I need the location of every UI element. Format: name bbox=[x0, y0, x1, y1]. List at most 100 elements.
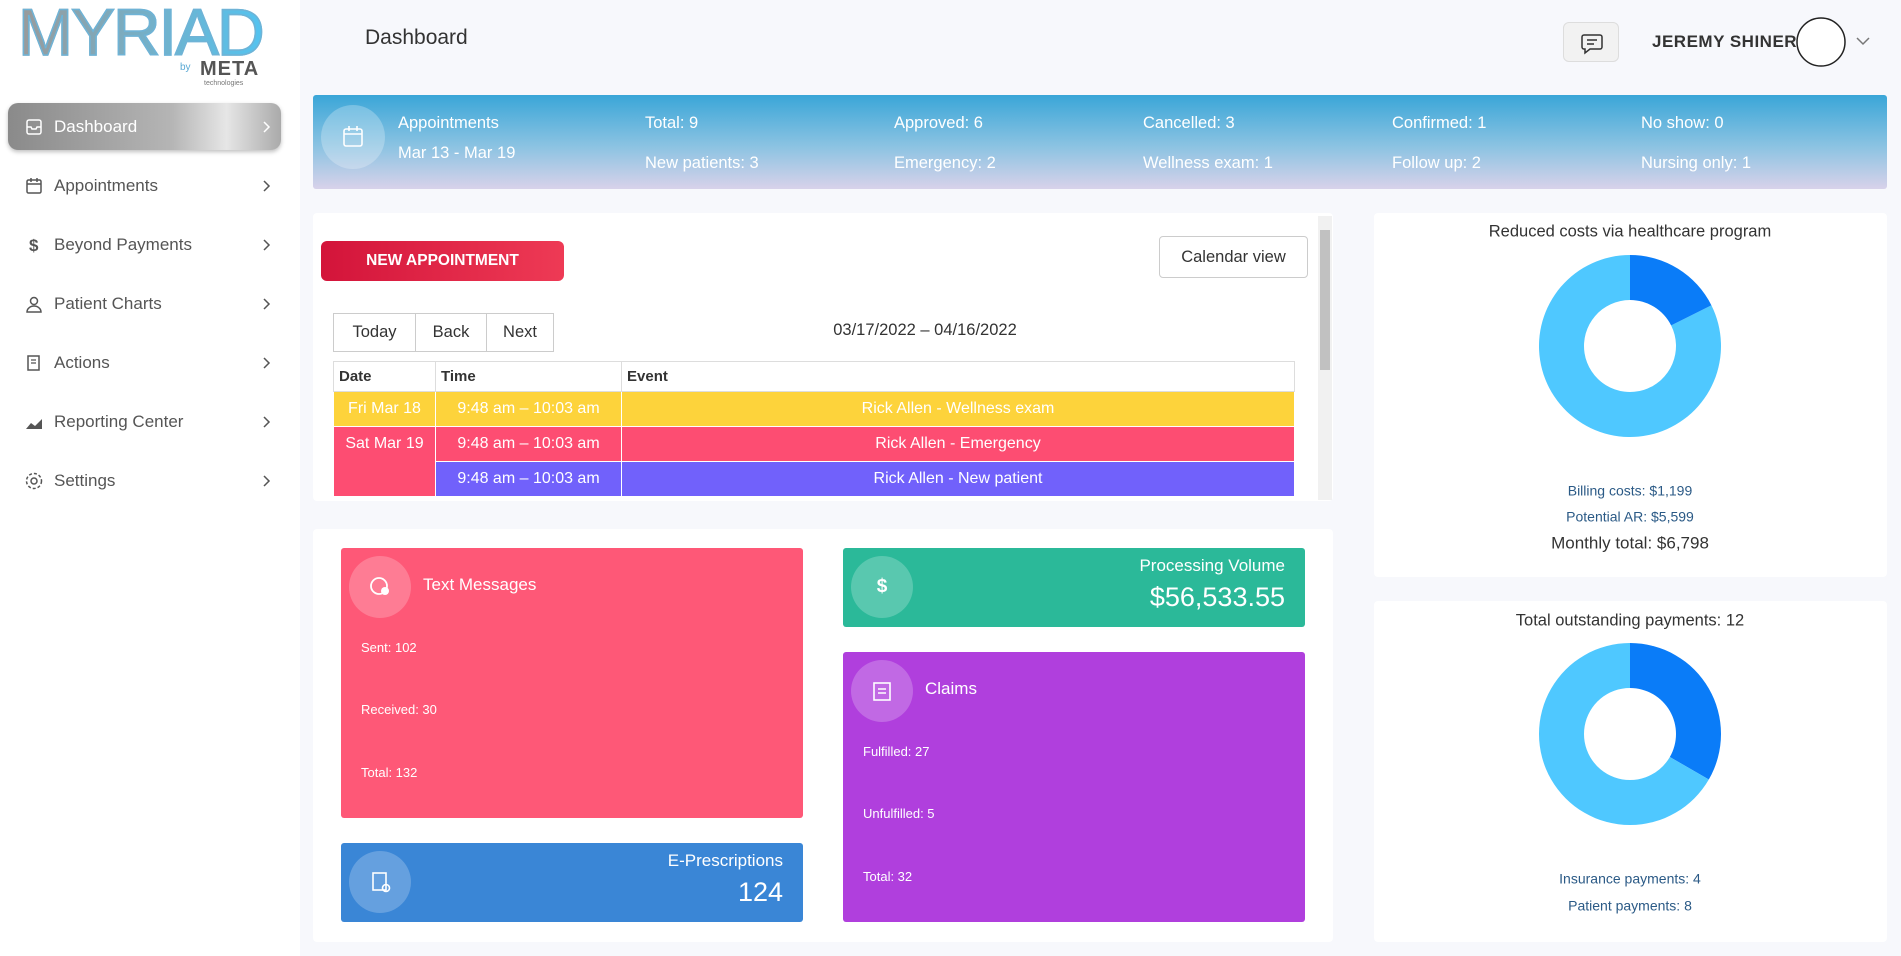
calendar-nav-button[interactable]: Today bbox=[333, 313, 416, 352]
card-title: Processing Volume bbox=[1139, 556, 1285, 575]
processing-volume-card: $ Processing Volume $56,533.55 bbox=[843, 548, 1305, 627]
card-icon bbox=[349, 851, 411, 913]
user-name[interactable]: JEREMY SHINER bbox=[1652, 32, 1798, 51]
card-title: Claims bbox=[925, 679, 977, 698]
nav-icon bbox=[26, 296, 42, 313]
chevron bbox=[263, 121, 271, 133]
text-messages-card: Text Messages Sent: 102 Received: 30 Tot… bbox=[341, 548, 803, 818]
banner-stat: Confirmed: 1 bbox=[1392, 114, 1487, 132]
card-value: 124 bbox=[737, 877, 783, 907]
donut-charts: Reduced costs via healthcare program Bill… bbox=[1489, 222, 1771, 914]
nav-icon bbox=[27, 354, 40, 371]
nav-label: Appointments bbox=[54, 175, 158, 195]
logo-tag: technologies bbox=[204, 80, 244, 87]
card-line: Sent: 102 bbox=[361, 640, 417, 655]
donut-segment bbox=[1539, 643, 1709, 825]
chevron bbox=[263, 180, 271, 192]
banner-range: Mar 13 - Mar 19 bbox=[398, 144, 516, 162]
nav-label: Settings bbox=[54, 470, 116, 490]
banner-stat: Cancelled: 3 bbox=[1143, 114, 1235, 132]
column-header: Time bbox=[435, 361, 622, 392]
card-title: E-Prescriptions bbox=[667, 851, 783, 870]
banner-stat: Emergency: 2 bbox=[894, 154, 996, 172]
new-appointment-button[interactable]: NEW APPOINTMENT bbox=[321, 241, 564, 281]
event-cell[interactable]: Rick Allen - Emergency bbox=[621, 426, 1295, 462]
nav-icon bbox=[26, 177, 42, 194]
event-cell[interactable]: Rick Allen - Wellness exam bbox=[621, 391, 1295, 427]
claims-card: Claims Fulfilled: 27 Unfulfilled: 5 Tota… bbox=[843, 652, 1305, 922]
nav-label: Reporting Center bbox=[54, 411, 184, 431]
event-cell[interactable]: Rick Allen - New patient bbox=[621, 461, 1295, 497]
nav-label: Patient Charts bbox=[54, 293, 162, 313]
chevron bbox=[263, 298, 271, 310]
chevron bbox=[263, 475, 271, 487]
chat-button[interactable] bbox=[1563, 22, 1619, 62]
logo-by: by bbox=[180, 62, 191, 73]
card-line: Received: 30 bbox=[361, 702, 437, 717]
donut-label: Patient payments: 8 bbox=[1568, 898, 1692, 914]
scrollbar[interactable] bbox=[1318, 216, 1332, 500]
date-cell: Sat Mar 19 bbox=[333, 426, 436, 497]
banner-stat: Approved: 6 bbox=[894, 114, 983, 132]
e-prescriptions-card: E-Prescriptions 124 bbox=[341, 843, 803, 922]
nav-item[interactable]: $ Beyond Payments bbox=[8, 221, 281, 268]
nav-label: Dashboard bbox=[54, 116, 138, 136]
agenda-table: Date Time Event Fri Mar 18 9:48 am – 10:03 … bbox=[333, 361, 1295, 497]
chevron bbox=[263, 357, 271, 369]
card-line: Fulfilled: 27 bbox=[863, 744, 930, 759]
nav-icon bbox=[26, 118, 42, 135]
nav-item[interactable]: Appointments bbox=[8, 162, 281, 209]
nav-item[interactable]: Actions bbox=[8, 339, 281, 386]
date-range: 03/17/2022 – 04/16/2022 bbox=[833, 321, 1017, 339]
card-title: Text Messages bbox=[423, 575, 537, 594]
donut-total: Monthly total: $6,798 bbox=[1551, 533, 1709, 552]
calendar-nav-button[interactable]: Next bbox=[486, 313, 554, 352]
chat-icon bbox=[1581, 34, 1603, 55]
donut-title: Reduced costs via healthcare program bbox=[1489, 222, 1771, 240]
donut-title: Total outstanding payments: 12 bbox=[1516, 611, 1744, 629]
page-title: Dashboard bbox=[365, 26, 468, 49]
card-icon bbox=[349, 556, 411, 618]
nav-icon bbox=[25, 472, 43, 489]
time-cell: 9:48 am – 10:03 am bbox=[435, 426, 622, 462]
sidebar: MYRIAD by META technologies Dashboard App… bbox=[0, 0, 300, 956]
nav-item[interactable]: Patient Charts bbox=[8, 280, 281, 327]
banner-title: Appointments bbox=[398, 114, 499, 132]
chevron bbox=[263, 416, 271, 428]
appointments-banner: Appointments Mar 13 - Mar 19 Total: 9 New… bbox=[313, 95, 1887, 189]
banner-stat: Wellness exam: 1 bbox=[1143, 154, 1273, 172]
card-line: Total: 132 bbox=[361, 765, 418, 780]
donut-label: Insurance payments: 4 bbox=[1559, 871, 1701, 887]
card-line: Total: 32 bbox=[863, 869, 913, 884]
card-icon: $ bbox=[851, 556, 913, 618]
donut-label: Billing costs: $1,199 bbox=[1568, 483, 1693, 499]
nav-label: Actions bbox=[54, 352, 110, 372]
nav-item[interactable]: Dashboard bbox=[8, 103, 281, 150]
logo: MYRIAD bbox=[17, 0, 265, 70]
calendar-nav-button[interactable]: Back bbox=[415, 313, 487, 352]
chevron bbox=[263, 239, 271, 251]
column-header: Event bbox=[621, 361, 1295, 392]
nav-icon: $ bbox=[29, 236, 39, 255]
donut-label: Potential AR: $5,599 bbox=[1566, 509, 1694, 525]
time-cell: 9:48 am – 10:03 am bbox=[435, 391, 622, 427]
banner-stat: Nursing only: 1 bbox=[1641, 154, 1752, 172]
nav-icon bbox=[26, 418, 42, 429]
nav-item[interactable]: Settings bbox=[8, 457, 281, 504]
banner-stat: Follow up: 2 bbox=[1392, 154, 1481, 172]
user-menu[interactable] bbox=[1795, 16, 1875, 68]
banner-icon bbox=[321, 105, 385, 169]
nav-label: Beyond Payments bbox=[54, 234, 192, 254]
logo-brand: META bbox=[200, 58, 260, 80]
column-header: Date bbox=[333, 361, 436, 392]
nav-item[interactable]: Reporting Center bbox=[8, 398, 281, 445]
donut-segment bbox=[1539, 255, 1721, 437]
time-cell: 9:48 am – 10:03 am bbox=[435, 461, 622, 497]
card-value: $56,533.55 bbox=[1149, 582, 1285, 612]
donut-segment bbox=[1630, 643, 1721, 780]
banner-stat: Total: 9 bbox=[645, 114, 699, 132]
svg-text:$: $ bbox=[29, 236, 39, 255]
calendar-view-button[interactable]: Calendar view bbox=[1159, 236, 1308, 278]
card-icon bbox=[851, 660, 913, 722]
